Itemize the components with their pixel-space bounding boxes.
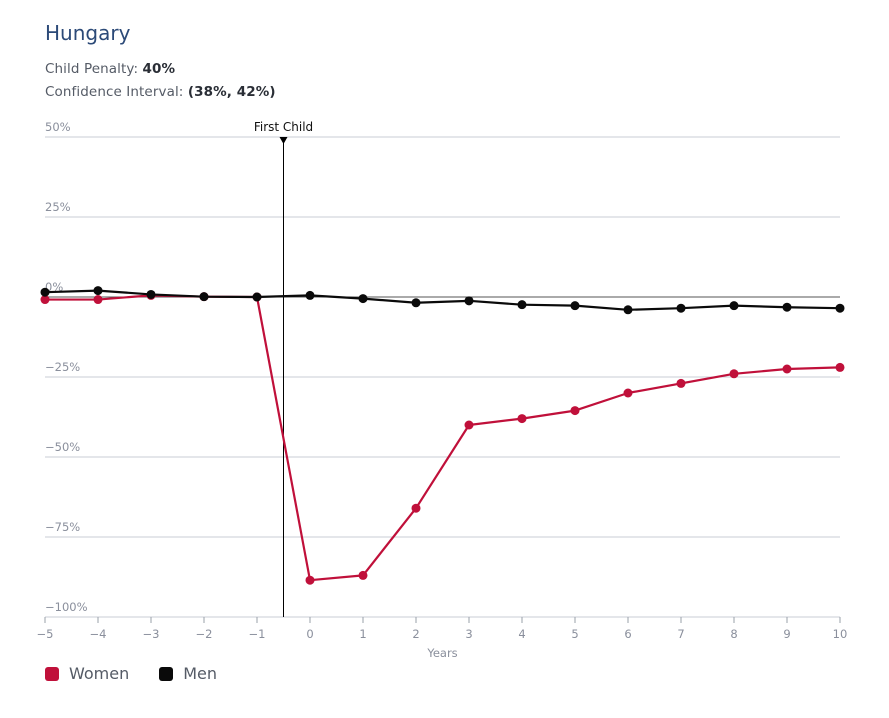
data-point-women: [729, 369, 739, 379]
y-tick-label: −75%: [45, 520, 80, 534]
x-tick-label: −1: [249, 627, 266, 641]
x-tick-label: −2: [196, 627, 213, 641]
series-line-men: [44, 289, 841, 311]
data-point-men: [835, 303, 845, 313]
data-point-women: [464, 420, 474, 430]
x-axis-label: Years: [426, 646, 457, 660]
confidence-interval-value: (38%, 42%): [187, 84, 276, 100]
data-point-men: [517, 300, 527, 310]
x-tick-label: −4: [90, 627, 107, 641]
child-penalty-label: Child Penalty:: [45, 61, 139, 77]
data-point-men: [305, 290, 315, 300]
data-point-women: [623, 388, 633, 398]
data-point-women: [835, 362, 845, 372]
y-tick-label: 0%: [45, 280, 63, 294]
women-swatch: [45, 666, 59, 681]
data-point-men: [676, 303, 686, 313]
child-penalty-value: 40%: [142, 61, 176, 77]
data-point-women: [411, 503, 421, 513]
child-penalty-line: Child Penalty: 40%: [45, 61, 175, 77]
y-tick-label: 25%: [45, 200, 71, 214]
data-point-men: [146, 289, 156, 299]
data-point-men: [199, 292, 209, 302]
x-tick-label: 5: [571, 627, 578, 641]
y-tick-label: 50%: [45, 120, 71, 134]
x-tick-label: 1: [359, 627, 366, 641]
data-point-women: [570, 406, 580, 416]
y-tick-label: −25%: [45, 360, 80, 374]
data-point-men: [93, 286, 103, 296]
y-tick-label: −50%: [45, 440, 80, 454]
x-tick-label: 0: [306, 627, 313, 641]
legend-label-women: Women: [69, 664, 130, 683]
men-swatch: [159, 666, 174, 681]
first-child-marker-arrow: [279, 137, 288, 144]
legend: Women Men: [45, 664, 247, 683]
chart-title: Hungary: [45, 21, 131, 45]
x-tick-label: 3: [465, 627, 472, 641]
x-tick-label: 8: [730, 627, 737, 641]
data-point-women: [305, 575, 315, 585]
x-tick-label: 4: [518, 627, 525, 641]
data-point-women: [40, 295, 50, 305]
data-point-men: [411, 298, 421, 308]
x-tick-label: 2: [412, 627, 419, 641]
x-tick-label: 7: [677, 627, 684, 641]
first-child-label: First Child: [254, 120, 313, 134]
x-tick-label: 9: [783, 627, 790, 641]
data-point-women: [517, 414, 527, 424]
x-tick-label: 6: [624, 627, 631, 641]
confidence-interval-line: Confidence Interval: (38%, 42%): [45, 84, 276, 100]
data-point-men: [464, 296, 474, 306]
confidence-interval-label: Confidence Interval:: [45, 84, 184, 100]
data-point-men: [623, 305, 633, 315]
y-tick-label: −100%: [45, 600, 88, 614]
x-tick-label: −3: [143, 627, 160, 641]
data-point-men: [570, 301, 580, 311]
data-point-women: [358, 570, 368, 580]
data-point-men: [782, 302, 792, 312]
data-point-men: [252, 292, 262, 302]
legend-item-men[interactable]: Men: [159, 664, 217, 683]
x-tick-label: −5: [37, 627, 54, 641]
data-point-men: [40, 287, 50, 297]
legend-label-men: Men: [183, 664, 218, 683]
data-point-women: [676, 378, 686, 388]
data-point-women: [93, 295, 103, 305]
data-point-men: [729, 301, 739, 311]
data-point-men: [358, 294, 368, 304]
x-tick-label: 10: [833, 627, 848, 641]
legend-item-women[interactable]: Women: [45, 664, 129, 683]
data-point-women: [782, 364, 792, 374]
